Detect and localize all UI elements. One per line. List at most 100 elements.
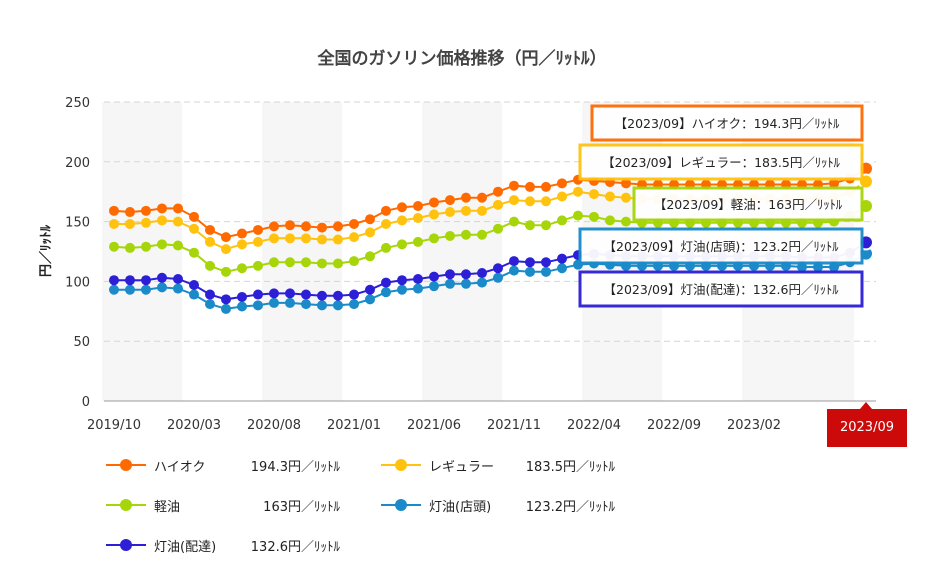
data-point — [445, 278, 455, 289]
x-tick-label: 2023/02 — [727, 418, 781, 433]
data-point — [349, 289, 359, 300]
data-point — [253, 260, 263, 271]
data-point — [141, 284, 151, 295]
data-point — [109, 241, 119, 252]
tooltip-text: 【2023/09】レギュラー：183.5円／ﾘｯﾄﾙ — [602, 155, 840, 170]
data-point — [525, 257, 535, 268]
data-point — [525, 196, 535, 207]
data-point — [317, 234, 327, 245]
data-point — [173, 274, 183, 285]
data-point — [461, 192, 471, 203]
data-point — [333, 290, 343, 301]
data-point — [397, 202, 407, 213]
data-point — [445, 195, 455, 206]
data-point — [365, 294, 375, 305]
data-point — [461, 269, 471, 280]
data-point — [541, 196, 551, 207]
data-point — [477, 192, 487, 203]
data-point — [333, 221, 343, 232]
data-point — [541, 266, 551, 277]
data-point — [493, 223, 503, 234]
x-tick-label: 2021/01 — [327, 418, 381, 433]
data-point — [253, 224, 263, 235]
data-point — [461, 278, 471, 289]
data-point — [381, 205, 391, 216]
data-point — [349, 218, 359, 229]
tooltip-box — [578, 227, 864, 265]
x-tick-label: 2023/09 — [840, 420, 894, 435]
data-point — [829, 262, 839, 273]
data-point — [349, 299, 359, 310]
tooltip-box — [578, 143, 864, 181]
legend-series-value: 132.6円／ﾘｯﾄﾙ — [250, 539, 340, 555]
legend-series-value: 194.3円／ﾘｯﾄﾙ — [250, 459, 340, 475]
data-point — [429, 281, 439, 292]
y-tick-label: 200 — [65, 156, 90, 171]
data-point — [205, 236, 215, 247]
data-point — [333, 234, 343, 245]
data-point — [493, 186, 503, 197]
legend-swatch — [381, 497, 421, 513]
y-tick-label: 0 — [82, 395, 90, 410]
data-point — [557, 191, 567, 202]
data-point — [173, 203, 183, 214]
data-point — [221, 244, 231, 255]
data-point — [413, 274, 423, 285]
data-point — [333, 258, 343, 269]
data-point — [525, 181, 535, 192]
x-highlight-pointer — [860, 402, 872, 409]
data-point — [557, 215, 567, 226]
data-point — [541, 220, 551, 231]
data-point — [573, 210, 583, 221]
data-point — [253, 300, 263, 311]
data-point — [221, 303, 231, 314]
chart-title: 全国のガソリン価格推移（円／ﾘｯﾄﾙ） — [317, 48, 607, 69]
data-point — [589, 211, 599, 222]
legend-series-value: 183.5円／ﾘｯﾄﾙ — [525, 459, 615, 475]
data-point — [157, 215, 167, 226]
data-point — [173, 283, 183, 294]
data-point — [477, 268, 487, 279]
data-point — [301, 289, 311, 300]
tooltip-text: 【2023/09】灯油(店頭)：123.2円／ﾘｯﾄﾙ — [604, 239, 840, 254]
data-point — [429, 197, 439, 208]
legend-item[interactable]: 灯油(店頭) 123.2円／ﾘｯﾄﾙ — [381, 495, 615, 515]
data-point — [221, 232, 231, 243]
tooltip-box — [578, 270, 864, 308]
y-tick-label: 50 — [73, 335, 90, 350]
data-point — [157, 282, 167, 293]
data-point — [173, 216, 183, 227]
data-point — [381, 218, 391, 229]
data-point — [605, 215, 615, 226]
data-point — [509, 265, 519, 276]
y-tick-label: 150 — [65, 216, 90, 231]
data-point — [141, 241, 151, 252]
data-point — [157, 272, 167, 283]
data-point — [125, 218, 135, 229]
data-point — [621, 216, 631, 227]
tooltip-text: 【2023/09】灯油(配達)：132.6円／ﾘｯﾄﾙ — [604, 282, 840, 297]
data-point — [285, 257, 295, 268]
data-point — [413, 201, 423, 212]
tooltip: 【2023/09】灯油(店頭)：123.2円／ﾘｯﾄﾙ — [578, 227, 864, 265]
x-tick-label: 2020/08 — [247, 418, 301, 433]
y-tick-label: 250 — [65, 96, 90, 111]
data-point — [621, 178, 631, 189]
legend-series-name: 軽油 — [154, 499, 181, 515]
data-point — [317, 258, 327, 269]
legend-item[interactable]: ハイオク 194.3円／ﾘｯﾄﾙ — [106, 455, 340, 475]
data-point — [525, 266, 535, 277]
legend-item[interactable]: レギュラー 183.5円／ﾘｯﾄﾙ — [381, 455, 615, 475]
legend-item[interactable]: 軽油 163円／ﾘｯﾄﾙ — [106, 495, 340, 515]
legend-swatch — [106, 537, 146, 553]
data-point — [813, 262, 823, 273]
data-point — [285, 297, 295, 308]
data-point — [125, 207, 135, 218]
legend-series-name: レギュラー — [429, 459, 495, 475]
data-point — [157, 203, 167, 214]
data-point — [365, 227, 375, 238]
data-point — [269, 233, 279, 244]
x-tick-label: 2022/09 — [647, 418, 701, 433]
legend-item[interactable]: 灯油(配達) 132.6円／ﾘｯﾄﾙ — [106, 535, 340, 555]
